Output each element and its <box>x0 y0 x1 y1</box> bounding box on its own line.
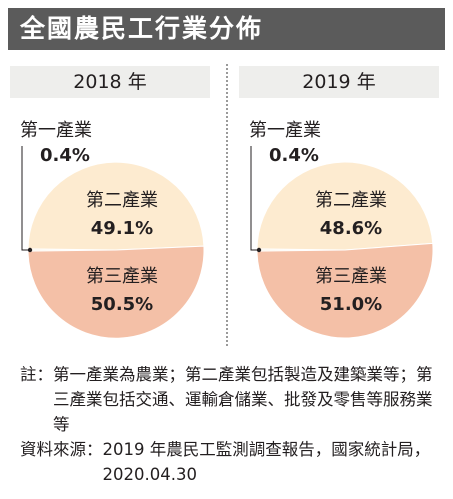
title-bar: 全國農民工行業分佈 <box>8 8 445 50</box>
year-label-2019: 2019 年 <box>239 66 439 98</box>
callout-dot <box>256 247 262 253</box>
slice-value-secondary: 49.1% <box>91 218 153 239</box>
source-text: 2019 年農民工監測調查報告，國家統計局，2020.04.30 <box>102 440 431 484</box>
source-key: 資料來源： <box>20 440 103 459</box>
slice-label-secondary: 第二產業 <box>86 190 158 211</box>
slice-label-secondary: 第二產業 <box>315 190 387 211</box>
chart-title: 全國農民工行業分佈 <box>20 14 264 43</box>
slice-value-primary: 0.4% <box>40 145 90 166</box>
slice-value-primary: 0.4% <box>269 145 319 166</box>
slice-value-tertiary: 50.5% <box>91 294 153 315</box>
pie-panel-2018: 2018 年 第二產業 49.1% 第三產業 50.5% 第一產業 0.4% <box>6 66 218 342</box>
notes-block: 註： 第一產業為農業；第二產業包括製造及建築業等；第三產業包括交通、運輸倉儲業、… <box>20 362 440 487</box>
slice-label-tertiary: 第三產業 <box>86 266 158 287</box>
source-row: 資料來源： 2019 年農民工監測調查報告，國家統計局，2020.04.30 <box>20 437 440 487</box>
note-text: 第一產業為農業；第二產業包括製造及建築業等；第三產業包括交通、運輸倉儲業、批發及… <box>53 365 433 434</box>
pie-chart-2018: 第二產業 49.1% 第三產業 50.5% 第一產業 0.4% <box>20 120 205 339</box>
callout-leader-line <box>250 146 259 251</box>
callout-dot <box>27 247 33 253</box>
pie-slice-2 <box>256 161 434 251</box>
year-label-2018: 2018 年 <box>10 66 210 98</box>
pie-slice-3 <box>256 242 434 339</box>
pie-chart-2019: 第二產業 48.6% 第三產業 51.0% 第一產業 0.4% <box>249 120 434 339</box>
slice-value-tertiary: 51.0% <box>320 294 382 315</box>
slice-label-primary: 第一產業 <box>249 120 321 141</box>
note-row: 註： 第一產業為農業；第二產業包括製造及建築業等；第三產業包括交通、運輸倉儲業、… <box>20 362 440 437</box>
panel-divider <box>226 64 228 346</box>
slice-label-tertiary: 第三產業 <box>315 266 387 287</box>
pie-slice-3 <box>27 245 205 339</box>
slice-value-secondary: 48.6% <box>320 218 382 239</box>
callout-leader-line <box>21 146 30 251</box>
pie-slice-2 <box>27 161 205 251</box>
slice-label-primary: 第一產業 <box>20 120 92 141</box>
pie-panel-2019: 2019 年 第二產業 48.6% 第三產業 51.0% 第一產業 0.4% <box>235 66 447 342</box>
note-key: 註： <box>20 365 53 384</box>
